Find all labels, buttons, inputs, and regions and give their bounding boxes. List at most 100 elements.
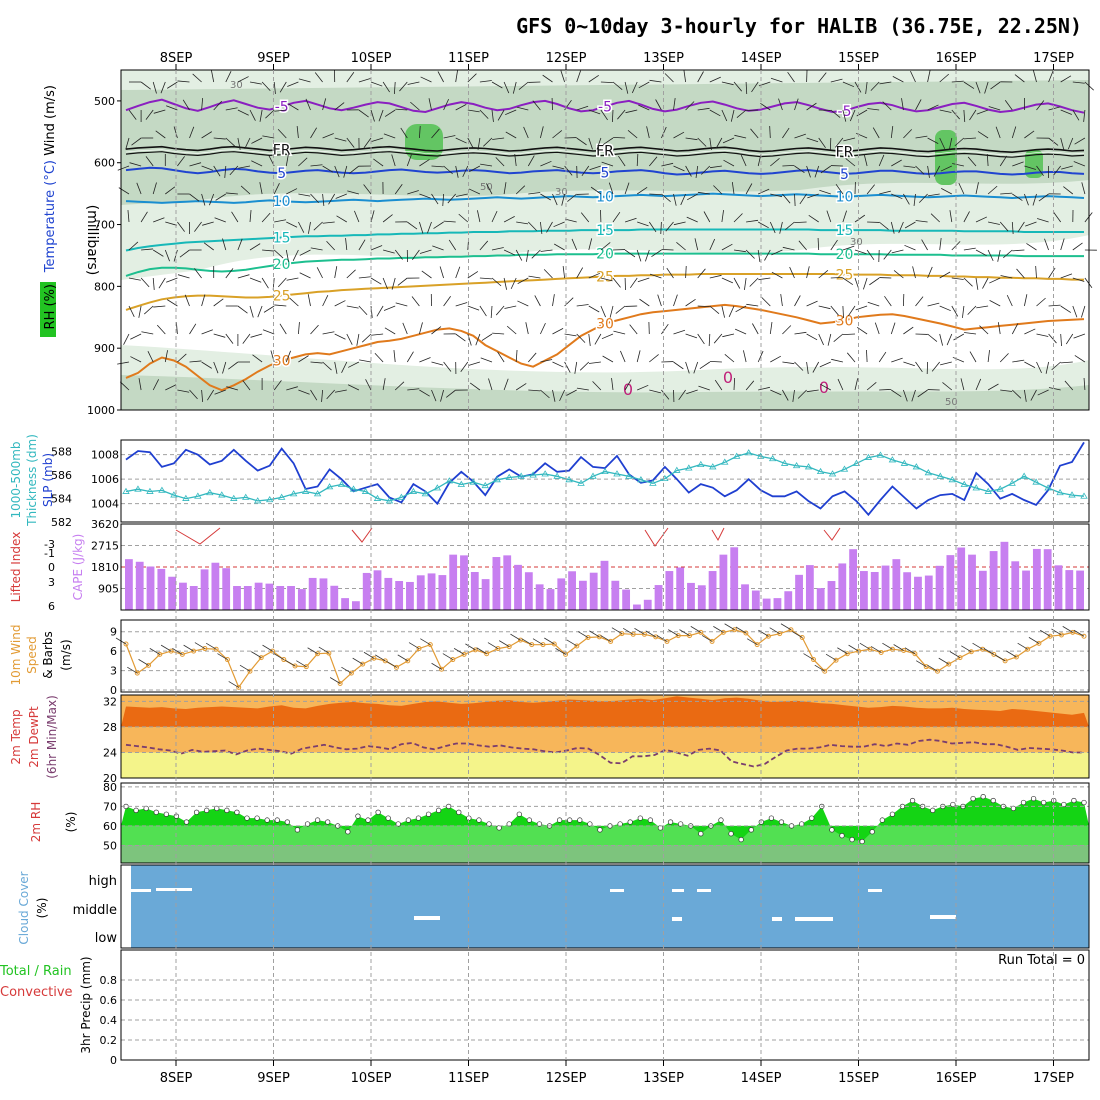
wind-barb bbox=[709, 109, 721, 117]
date-label-top: 17SEP bbox=[1033, 51, 1074, 66]
wind-barb bbox=[878, 154, 885, 167]
wind-speed-marker bbox=[923, 664, 929, 670]
cape-bar bbox=[416, 575, 425, 610]
legend-temp2m-label: 2m DewPt bbox=[27, 706, 41, 768]
cape-bar bbox=[719, 554, 728, 610]
wind-barb bbox=[274, 304, 287, 307]
wind-barb bbox=[931, 361, 941, 372]
wind-barb bbox=[540, 322, 546, 335]
thickness-marker bbox=[493, 476, 501, 483]
wind-barb bbox=[560, 70, 565, 83]
isotherm-label: FR bbox=[273, 143, 291, 159]
cloud-middle-gap bbox=[772, 917, 782, 921]
rh-marker bbox=[567, 817, 573, 823]
wind-speed-marker bbox=[427, 642, 433, 648]
rh-marker bbox=[637, 815, 643, 821]
wind-barb bbox=[145, 156, 154, 167]
wind-barb bbox=[770, 157, 780, 167]
wind-barb bbox=[975, 249, 987, 256]
legend-wind10m-label: (m/s) bbox=[59, 639, 73, 670]
rh-marker bbox=[738, 836, 744, 843]
wind-barb bbox=[273, 249, 284, 259]
rh-marker bbox=[395, 821, 401, 827]
wind-barb bbox=[975, 81, 981, 94]
thickness-marker bbox=[481, 481, 489, 489]
wind-barb bbox=[648, 156, 658, 167]
wind-barb bbox=[789, 266, 795, 279]
wind-barb bbox=[225, 71, 232, 83]
legend-wind-label: Wind (m/s) bbox=[43, 85, 58, 156]
wind-barb bbox=[927, 302, 940, 307]
cape-bar bbox=[427, 573, 436, 610]
isotherm-label: -5 bbox=[598, 99, 612, 115]
wind-barb bbox=[694, 238, 699, 251]
wind-barb bbox=[960, 378, 965, 391]
wind-barb bbox=[274, 219, 287, 223]
wind-barb bbox=[927, 137, 939, 144]
rh-marker bbox=[405, 817, 412, 823]
wind-barb bbox=[1051, 361, 1061, 371]
wind-barb bbox=[397, 654, 408, 662]
thickness-marker bbox=[685, 464, 693, 471]
wind-barb bbox=[990, 81, 1001, 90]
wind-speed-marker bbox=[889, 646, 895, 652]
wind-barb bbox=[612, 277, 621, 288]
wind-barb bbox=[855, 132, 868, 139]
cape-bar bbox=[870, 571, 879, 610]
wind-barb bbox=[989, 277, 1001, 284]
wind-barb bbox=[1011, 323, 1019, 335]
wind-barb bbox=[166, 277, 178, 283]
wind-barb bbox=[576, 267, 584, 279]
wind-barb bbox=[1060, 137, 1065, 150]
isotherm-label: 15 bbox=[273, 231, 291, 247]
cloud-panel: high middle low bbox=[73, 865, 1089, 948]
wind-barb bbox=[322, 331, 335, 335]
cloud-level-label: low bbox=[95, 931, 118, 946]
cape-bar bbox=[438, 575, 447, 610]
wind-barb bbox=[194, 221, 202, 232]
wind-barb bbox=[443, 165, 453, 175]
wind-barb bbox=[378, 109, 384, 122]
thickness-marker bbox=[170, 491, 178, 498]
wind-barb bbox=[673, 329, 686, 335]
wind-barb bbox=[792, 389, 795, 402]
legend-rh2m-label: 2m RH bbox=[29, 802, 43, 843]
wind-barb bbox=[1060, 305, 1071, 313]
wind-barb bbox=[138, 659, 149, 666]
cape-bar bbox=[125, 559, 133, 610]
isotherm-label: 15 bbox=[596, 223, 614, 239]
wind-barb bbox=[576, 387, 589, 391]
wind-barb bbox=[213, 298, 224, 307]
wind-barb bbox=[645, 249, 650, 262]
wind-barb bbox=[1017, 221, 1025, 233]
wind-barb bbox=[393, 81, 396, 94]
rh-marker bbox=[183, 819, 190, 825]
wind-barb bbox=[1060, 109, 1072, 115]
lifted-zero-label: 0 bbox=[723, 368, 733, 387]
wind-barb bbox=[870, 646, 882, 653]
y-tick-label: -3 bbox=[44, 538, 55, 551]
wind-speed-marker bbox=[258, 655, 264, 661]
wind-barb bbox=[334, 102, 345, 111]
wind-barb bbox=[203, 242, 214, 251]
isotherm-label: 30 bbox=[596, 316, 614, 332]
wind-barb bbox=[939, 333, 943, 346]
wind-barb bbox=[491, 277, 502, 287]
wind-barb bbox=[949, 651, 961, 658]
wind-barb bbox=[299, 272, 311, 279]
y-tick-label: 28 bbox=[103, 721, 117, 734]
wind-barb bbox=[286, 188, 298, 195]
wind-barb bbox=[382, 81, 390, 93]
wind-barb bbox=[140, 211, 148, 223]
wind-barb bbox=[153, 305, 166, 308]
wind-barb bbox=[225, 268, 234, 279]
thickness-marker bbox=[385, 497, 394, 504]
wind-barb bbox=[963, 247, 976, 251]
wind-barb bbox=[576, 105, 589, 111]
wind-barb bbox=[695, 165, 699, 178]
date-label-bottom: 11SEP bbox=[448, 1071, 489, 1086]
wind-speed-marker bbox=[811, 657, 817, 663]
wind-barb bbox=[975, 277, 979, 290]
wind-barb bbox=[761, 297, 771, 307]
wind-barb bbox=[566, 639, 578, 647]
